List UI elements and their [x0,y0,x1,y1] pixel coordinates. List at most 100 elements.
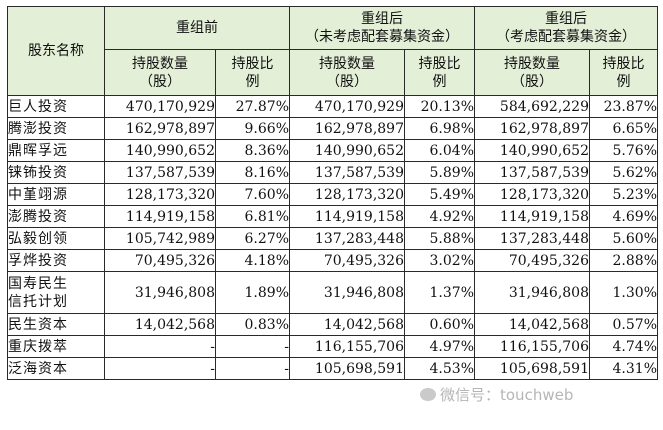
ratio-cell: 9.66% [215,117,290,140]
ratio-cell: 1.30% [589,271,658,314]
table-row: 腾澎投资 162,978,897 9.66% 162,978,897 6.98% 162,… [7,117,658,140]
shares-cell: 470,170,929 [289,95,405,118]
ratio-cell: 5.88% [404,227,475,250]
ratio-cell: 8.16% [215,161,290,184]
shares-cell: 162,978,897 [104,117,216,140]
shares-cell: 128,173,320 [289,183,405,206]
table-row: 巨人投资 470,170,929 27.87% 470,170,929 20.13% 58… [7,95,658,118]
shares-cell: 116,155,706 [474,335,590,358]
header-ratio: 持股比例 [404,49,475,96]
shares-cell: 114,919,158 [474,205,590,228]
ratio-cell: 8.36% [215,139,290,162]
header-shares: 持股数量 （股） [474,49,590,96]
ratio-cell: 2.88% [589,249,658,272]
table-row: 澎腾投资 114,919,158 6.81% 114,919,158 4.92% 114,… [7,205,658,228]
header-shareholder: 股东名称 [7,6,105,96]
ratio-cell: 4.18% [215,249,290,272]
ratio-cell: 5.89% [404,161,475,184]
ratio-cell: - [215,357,290,380]
shareholder-name: 民生资本 [7,313,105,336]
ratio-cell: 4.74% [589,335,658,358]
ratio-cell: 4.69% [589,205,658,228]
ratio-cell: - [215,335,290,358]
ratio-cell: 5.62% [589,161,658,184]
table-row: 铼钸投资 137,587,539 8.16% 137,587,539 5.89% 137,… [7,161,658,184]
header-before-restructuring: 重组前 [104,6,290,50]
shareholder-name: 重庆拨萃 [7,335,105,358]
shares-cell: 105,698,591 [289,357,405,380]
shares-cell: 470,170,929 [104,95,216,118]
shares-cell: - [104,335,216,358]
ratio-cell: 1.89% [215,271,290,314]
shares-cell: 116,155,706 [289,335,405,358]
ratio-cell: 6.81% [215,205,290,228]
shares-cell: 14,042,568 [104,313,216,336]
ratio-cell: 0.60% [404,313,475,336]
ratio-cell: 5.23% [589,183,658,206]
ratio-cell: 0.57% [589,313,658,336]
shares-cell: - [104,357,216,380]
table-row: 重庆拨萃 - -116,155,706 4.97% 116,155,706 4.74% [7,335,658,358]
shares-cell: 140,990,652 [289,139,405,162]
ratio-cell: 1.37% [404,271,475,314]
shareholder-name: 孚烨投资 [7,249,105,272]
shares-cell: 14,042,568 [474,313,590,336]
shares-cell: 140,990,652 [104,139,216,162]
table-row: 鼎晖孚远 140,990,652 8.36% 140,990,652 6.04% 140,… [7,139,658,162]
ratio-cell: 6.98% [404,117,475,140]
shareholder-name: 中堇翊源 [7,183,105,206]
shareholder-name: 腾澎投资 [7,117,105,140]
ratio-cell: 20.13% [404,95,475,118]
shares-cell: 31,946,808 [104,271,216,314]
table-row: 弘毅创领 105,742,989 6.27% 137,283,448 5.88% 137,… [7,227,658,250]
table-row: 孚烨投资 70,495,326 4.18% 70,495,326 3.02% 70,495… [7,249,658,272]
shares-cell: 137,587,539 [474,161,590,184]
ratio-cell: 5.49% [404,183,475,206]
shares-cell: 128,173,320 [104,183,216,206]
shares-cell: 162,978,897 [289,117,405,140]
table-row: 国寿民生 信托计划 31,946,808 1.89% 31,946,808 1.37% 31… [7,271,658,314]
ratio-cell: 6.04% [404,139,475,162]
header-shares: 持股数量 （股） [104,49,216,96]
wechat-icon [420,388,436,401]
ratio-cell: 23.87% [589,95,658,118]
header-after-incl-funding: 重组后 （考虑配套募集资金） [474,6,658,50]
ratio-cell: 4.31% [589,357,658,380]
wechat-watermark: 微信号：touchweb [420,384,573,405]
shares-cell: 162,978,897 [474,117,590,140]
ratio-cell: 4.97% [404,335,475,358]
shares-cell: 70,495,326 [474,249,590,272]
shares-cell: 14,042,568 [289,313,405,336]
header-after-excl-funding: 重组后 （未考虑配套募集资金） [289,6,475,50]
shares-cell: 105,698,591 [474,357,590,380]
shareholder-name: 国寿民生 信托计划 [7,271,105,314]
shares-cell: 114,919,158 [289,205,405,228]
ratio-cell: 0.83% [215,313,290,336]
shares-cell: 31,946,808 [474,271,590,314]
shares-cell: 114,919,158 [104,205,216,228]
header-ratio: 持股比例 [215,49,290,96]
header-ratio: 持股比例 [589,49,658,96]
shares-cell: 137,283,448 [474,227,590,250]
shareholder-name: 巨人投资 [7,95,105,118]
shares-cell: 128,173,320 [474,183,590,206]
header-shares: 持股数量 （股） [289,49,405,96]
shares-cell: 137,283,448 [289,227,405,250]
table-row: 泛海资本 - -105,698,591 4.53% 105,698,591 4.31% [7,357,658,380]
shares-cell: 137,587,539 [289,161,405,184]
shares-cell: 70,495,326 [104,249,216,272]
ratio-cell: 3.02% [404,249,475,272]
table-body: 巨人投资 470,170,929 27.87% 470,170,929 20.13% 58… [7,95,658,380]
shares-cell: 105,742,989 [104,227,216,250]
table-row: 中堇翊源 128,173,320 7.60% 128,173,320 5.49% 128,… [7,183,658,206]
shares-cell: 140,990,652 [474,139,590,162]
shares-cell: 584,692,229 [474,95,590,118]
shares-cell: 31,946,808 [289,271,405,314]
shareholder-name: 铼钸投资 [7,161,105,184]
ratio-cell: 6.65% [589,117,658,140]
shareholder-name: 澎腾投资 [7,205,105,228]
ratio-cell: 7.60% [215,183,290,206]
ratio-cell: 4.92% [404,205,475,228]
ratio-cell: 6.27% [215,227,290,250]
ratio-cell: 4.53% [404,357,475,380]
